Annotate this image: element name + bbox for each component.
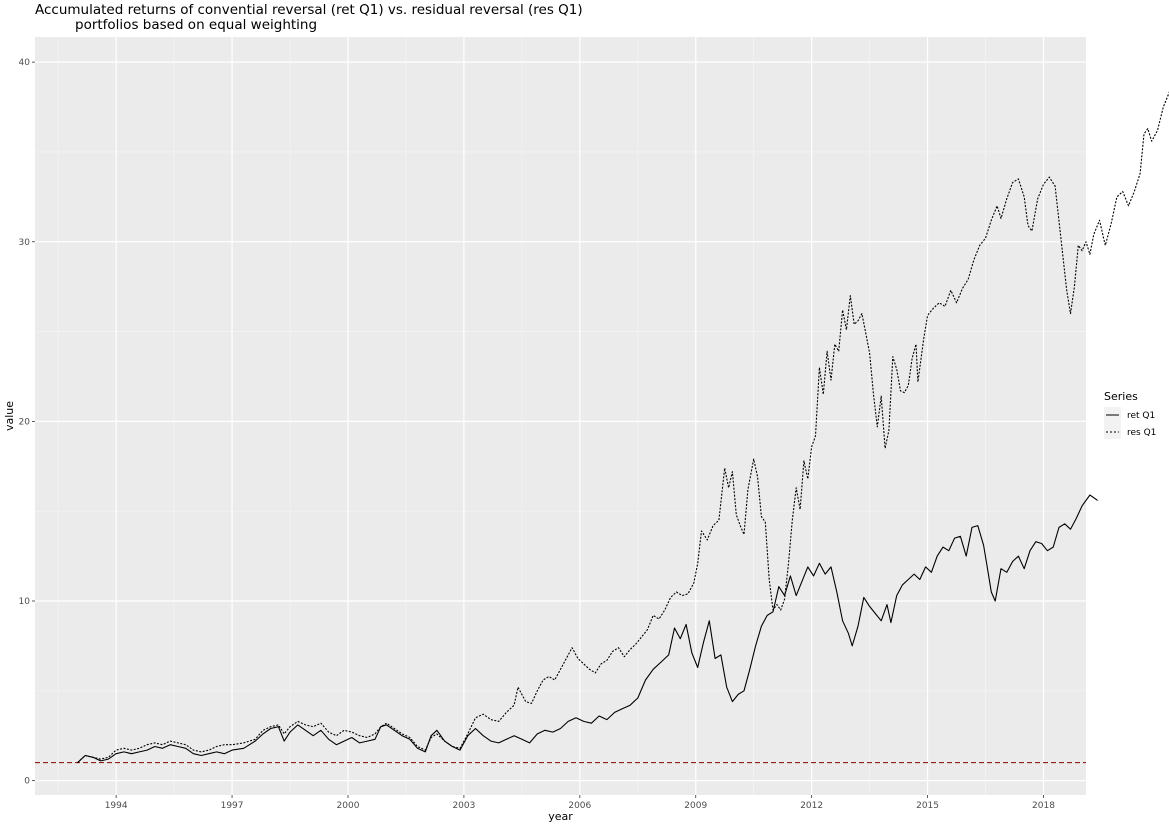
x-tick-label: 1994 xyxy=(105,801,128,811)
legend-title: Series xyxy=(1104,390,1138,403)
y-tick-label: 30 xyxy=(19,238,31,248)
x-tick-label: 2015 xyxy=(916,801,939,811)
legend-key-bg xyxy=(1104,407,1121,439)
series-layer xyxy=(77,91,1169,764)
chart-subtitle: portfolios based on equal weighting xyxy=(75,17,317,33)
legend-label-res-q1: res Q1 xyxy=(1127,428,1156,438)
x-tick-label: 2003 xyxy=(452,801,475,811)
y-axis-title: value xyxy=(3,401,16,431)
x-tick-label: 2006 xyxy=(568,801,591,811)
chart-title: Accumulated returns of convential revers… xyxy=(35,2,583,18)
x-tick-label: 2009 xyxy=(684,801,707,811)
legend: Series ret Q1 res Q1 xyxy=(1104,390,1156,439)
x-tick-label: 1997 xyxy=(221,801,244,811)
x-tick-label: 2018 xyxy=(1032,801,1055,811)
x-axis-title: year xyxy=(548,810,573,823)
major-gridlines xyxy=(35,37,1086,795)
x-tick-label: 2000 xyxy=(337,801,360,811)
y-tick-label: 20 xyxy=(19,417,31,427)
legend-label-ret-q1: ret Q1 xyxy=(1127,411,1155,421)
series-line-res-q1 xyxy=(77,91,1169,764)
series-line-ret-q1 xyxy=(77,494,1098,764)
minor-gridlines xyxy=(35,37,1086,795)
y-tick-label: 10 xyxy=(19,597,31,607)
y-tick-label: 0 xyxy=(24,777,30,787)
y-tick-label: 40 xyxy=(19,58,31,68)
plot-panel xyxy=(35,37,1086,795)
x-axis: 1994 1997 2000 2003 2006 2009 2012 2015 2018 xyxy=(105,795,1055,811)
y-axis: 0 10 20 30 40 xyxy=(19,58,35,787)
x-tick-label: 2012 xyxy=(800,801,823,811)
